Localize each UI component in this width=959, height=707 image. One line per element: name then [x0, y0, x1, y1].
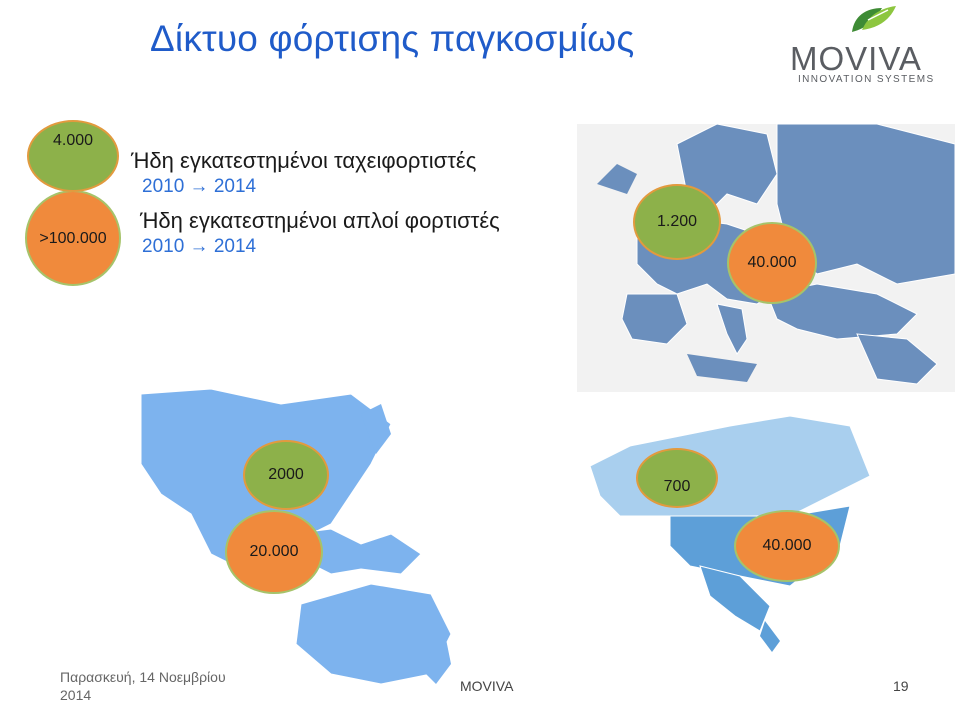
page-number: 19	[893, 678, 909, 694]
america-fast-circle: 700	[636, 448, 718, 508]
europe-normal-circle: 40.000	[727, 222, 817, 304]
legend-fast-circle: 4.000	[27, 120, 119, 192]
slide-title: Δίκτυο φόρτισης παγκοσμίως	[150, 18, 635, 59]
legend-normal-circle: >100.000	[25, 190, 121, 286]
europe-normal-count: 40.000	[747, 254, 797, 271]
legend-fast-label: Ήδη εγκατεστημένοι ταχειφορτιστές	[131, 148, 477, 173]
america-normal-count: 40.000	[762, 537, 812, 554]
leaf-icon	[852, 6, 896, 32]
legend-fast-range: 2010 → 2014	[142, 176, 257, 197]
footer-date-line1: Παρασκευή, 14 Νοεμβρίου	[60, 669, 226, 685]
europe-fast-circle: 1.200	[633, 184, 721, 260]
america-normal-circle: 40.000	[734, 510, 840, 582]
moviva-logo: MOVIVA INNOVATION SYSTEMS	[790, 0, 959, 90]
legend-fast-count: 4.000	[52, 132, 94, 149]
logo-subtitle: INNOVATION SYSTEMS	[798, 74, 935, 85]
legend-normal-label: Ήδη εγκατεστημένοι απλοί φορτιστές	[140, 208, 500, 233]
footer-brand: MOVIVA	[460, 678, 514, 694]
asia-normal-count: 20.000	[249, 543, 299, 560]
logo-word: MOVIVA	[790, 40, 922, 77]
america-fast-count: 700	[663, 478, 691, 495]
footer-date: Παρασκευή, 14 Νοεμβρίου 2014	[60, 668, 226, 704]
europe-fast-count: 1.200	[656, 213, 698, 230]
legend-normal-count: >100.000	[39, 230, 107, 247]
asia-fast-count: 2000	[268, 466, 304, 483]
asia-normal-circle: 20.000	[225, 510, 323, 594]
legend-normal-range: 2010 → 2014	[142, 236, 257, 257]
asia-fast-circle: 2000	[243, 440, 329, 510]
footer-date-line2: 2014	[60, 687, 92, 703]
